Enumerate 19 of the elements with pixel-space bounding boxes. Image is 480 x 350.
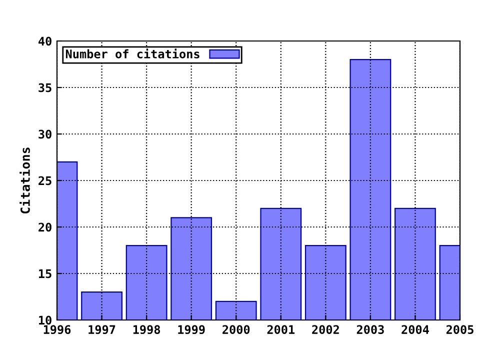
y-axis-title: Citations bbox=[20, 148, 30, 214]
x-tick-label: 2005 bbox=[446, 325, 474, 334]
x-tick-label: 2002 bbox=[312, 325, 339, 334]
y-tick-label: 40 bbox=[38, 36, 52, 46]
y-tick-label: 25 bbox=[38, 176, 52, 186]
x-tick-label: 1996 bbox=[44, 325, 71, 334]
x-tick-label: 1999 bbox=[178, 325, 205, 334]
x-tick-label: 2001 bbox=[267, 325, 295, 334]
legend-label: Number of citations bbox=[66, 48, 200, 58]
x-tick-label: 2003 bbox=[356, 325, 384, 334]
y-tick-label: 35 bbox=[38, 83, 52, 92]
x-tick-label: 1998 bbox=[133, 325, 160, 334]
x-tick-label: 1997 bbox=[88, 325, 116, 334]
y-tick-label: 30 bbox=[38, 130, 52, 139]
x-tick-label: 2000 bbox=[222, 325, 250, 334]
x-tick-label: 2004 bbox=[402, 325, 429, 334]
y-tick-label: 20 bbox=[38, 222, 52, 232]
y-tick-label: 15 bbox=[39, 269, 52, 278]
y-tick-label: 10 bbox=[39, 316, 52, 325]
